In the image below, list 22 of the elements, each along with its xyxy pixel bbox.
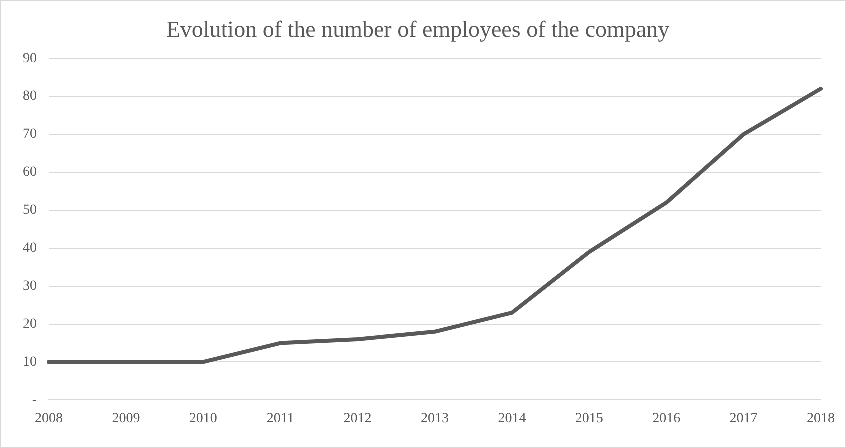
x-tick-label: 2011 (266, 411, 294, 426)
x-tick-label: 2009 (112, 411, 140, 426)
x-tick-label: 2018 (807, 411, 835, 426)
x-tick-label: 2013 (421, 411, 449, 426)
x-tick-label: 2014 (498, 411, 526, 426)
y-tick-label: 40 (23, 241, 37, 256)
x-tick-label: 2010 (189, 411, 218, 426)
y-tick-label: 10 (23, 354, 37, 370)
y-tick-label: 50 (23, 203, 37, 218)
x-tick-label: 2012 (344, 411, 372, 426)
y-tick-label: 30 (23, 279, 37, 294)
y-tick-label: 20 (23, 316, 37, 332)
y-tick-label: 90 (23, 51, 37, 66)
x-tick-label: 2015 (575, 411, 604, 426)
x-tick-label: 2017 (730, 411, 758, 426)
y-tick-label: 60 (23, 165, 37, 180)
x-tick-label: 2008 (35, 411, 63, 426)
y-tick-label: 80 (23, 89, 37, 104)
y-tick-label: 70 (23, 127, 37, 142)
y-tick-label: - (32, 392, 38, 408)
chart-title: Evolution of the number of employees of the company (166, 16, 670, 42)
x-tick-label: 2016 (652, 411, 681, 426)
